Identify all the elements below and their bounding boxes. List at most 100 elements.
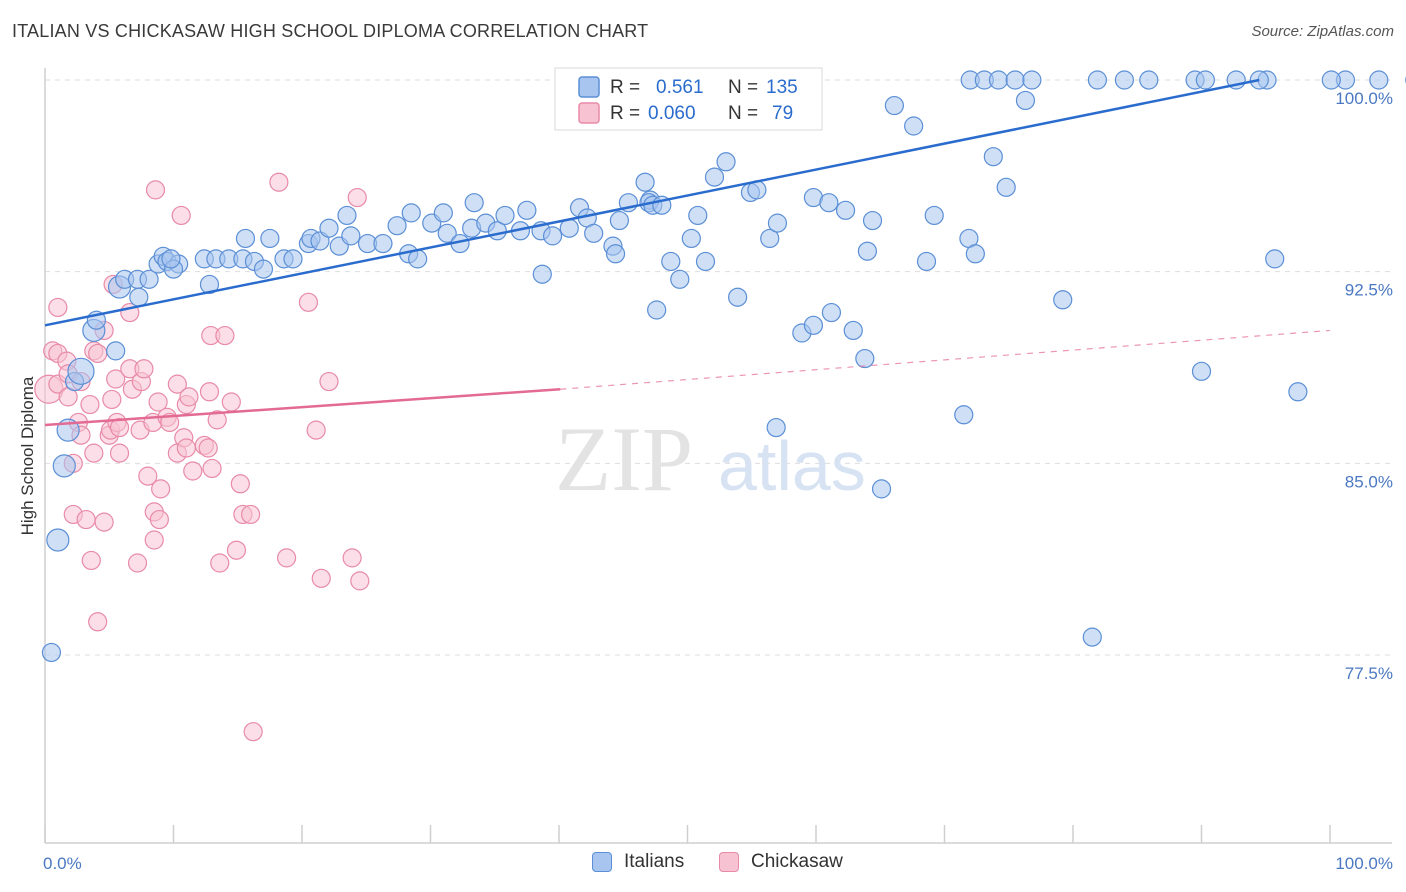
chickasaw-swatch (719, 852, 739, 872)
bottom-legend-italians: Italians (592, 851, 684, 873)
italians-point (532, 264, 552, 284)
chickasaw-point (342, 548, 362, 568)
chickasaw-point (80, 394, 100, 415)
legend-swatch-italians (578, 76, 600, 98)
y-tick-label: 85.0% (1345, 472, 1393, 491)
chickasaw-point (148, 392, 168, 412)
italians-point (609, 210, 629, 231)
chickasaw-point (134, 359, 154, 379)
italians-point (835, 200, 856, 220)
italians-point (283, 249, 303, 269)
chickasaw-point (230, 474, 250, 494)
chickasaw-point (102, 389, 122, 410)
y-tick-label: 92.5% (1345, 281, 1393, 300)
chickasaw-point (319, 371, 339, 392)
italians-point (924, 205, 944, 226)
italians-point (542, 226, 563, 246)
legend-box: R = 0.561 N = 135 R = 0.060 N = 79 (554, 67, 823, 131)
italians-point (803, 315, 824, 335)
italians-point (821, 302, 842, 323)
italians-point (681, 228, 701, 249)
italians-point (1022, 70, 1042, 90)
x-tick-label: 100.0% (1335, 854, 1393, 873)
chickasaw-point (167, 374, 187, 394)
italians-point (199, 274, 220, 295)
trend-lines (44, 78, 1331, 427)
chickasaw-point (199, 382, 220, 402)
italians-point (1265, 249, 1285, 269)
legend-n-value: 135 (766, 77, 798, 98)
italians-point (760, 228, 780, 249)
chickasaw-point (171, 205, 191, 226)
chickasaw-label: Chickasaw (751, 851, 843, 872)
italians-point (904, 116, 924, 136)
italians-point (862, 210, 883, 231)
italians-point (387, 216, 407, 236)
italians-point (319, 218, 339, 238)
chickasaw-point (176, 438, 196, 458)
chickasaw-point (160, 412, 180, 433)
italians-point (884, 95, 904, 116)
chickasaw-point (109, 417, 130, 438)
italians-point (983, 147, 1003, 167)
italians-point (1053, 290, 1073, 310)
italians-point (46, 528, 70, 552)
axes (44, 68, 1392, 844)
italians-point (260, 228, 280, 249)
watermark: ZIP atlas (555, 408, 866, 510)
italians-points (41, 70, 1406, 663)
italians-point (728, 287, 748, 307)
italians-point (716, 152, 736, 172)
chickasaw-point (311, 568, 331, 588)
italians-point (139, 269, 159, 289)
italians-point (661, 251, 681, 272)
italians-point (52, 454, 76, 478)
italians-point (495, 205, 515, 226)
italians-point (916, 251, 937, 272)
chickasaw-point (94, 512, 114, 532)
italians-trend-line (44, 78, 1260, 327)
italians-point (704, 167, 725, 187)
chickasaw-point (306, 420, 326, 440)
italians-point (965, 244, 985, 264)
italians-point (129, 287, 149, 307)
chickasaw-point (179, 387, 199, 407)
italians-point (857, 241, 878, 261)
chickasaw-point (347, 187, 367, 208)
chickasaw-trend-line (44, 387, 561, 427)
chickasaw-point (144, 530, 164, 550)
italians-point (1288, 382, 1308, 402)
italians-point (253, 259, 274, 279)
italians-point (584, 223, 604, 243)
italians-point (855, 348, 875, 369)
italians-point (1321, 70, 1341, 90)
italians-point (337, 205, 357, 226)
italians-point (437, 223, 457, 243)
watermark-atlas: atlas (718, 427, 866, 505)
chickasaw-point (207, 410, 227, 430)
italians-point (767, 213, 788, 233)
chickasaw-point (138, 466, 158, 486)
italians-point (1087, 70, 1108, 90)
italians-point (819, 193, 839, 213)
italians-point (433, 203, 453, 223)
chickasaw-point (145, 180, 166, 200)
chickasaw-point (48, 297, 68, 318)
y-axis-title: High School Diploma (18, 376, 37, 535)
chickasaw-point (127, 553, 148, 573)
chickasaw-point (350, 571, 370, 591)
source-label: Source: ZipAtlas.com (1251, 23, 1394, 40)
chickasaw-point (202, 458, 222, 479)
italians-point (688, 205, 708, 226)
italians-point (635, 172, 655, 192)
y-tick-label: 100.0% (1335, 89, 1393, 108)
italians-point (41, 642, 62, 663)
chickasaw-point (198, 438, 218, 458)
italians-point (1015, 90, 1036, 111)
chickasaw-point (226, 540, 247, 560)
chickasaw-point (298, 292, 319, 312)
italians-point (1191, 361, 1212, 381)
italians-label: Italians (624, 851, 685, 872)
chickasaw-point (84, 443, 104, 463)
legend-r-label: R = (610, 77, 640, 98)
